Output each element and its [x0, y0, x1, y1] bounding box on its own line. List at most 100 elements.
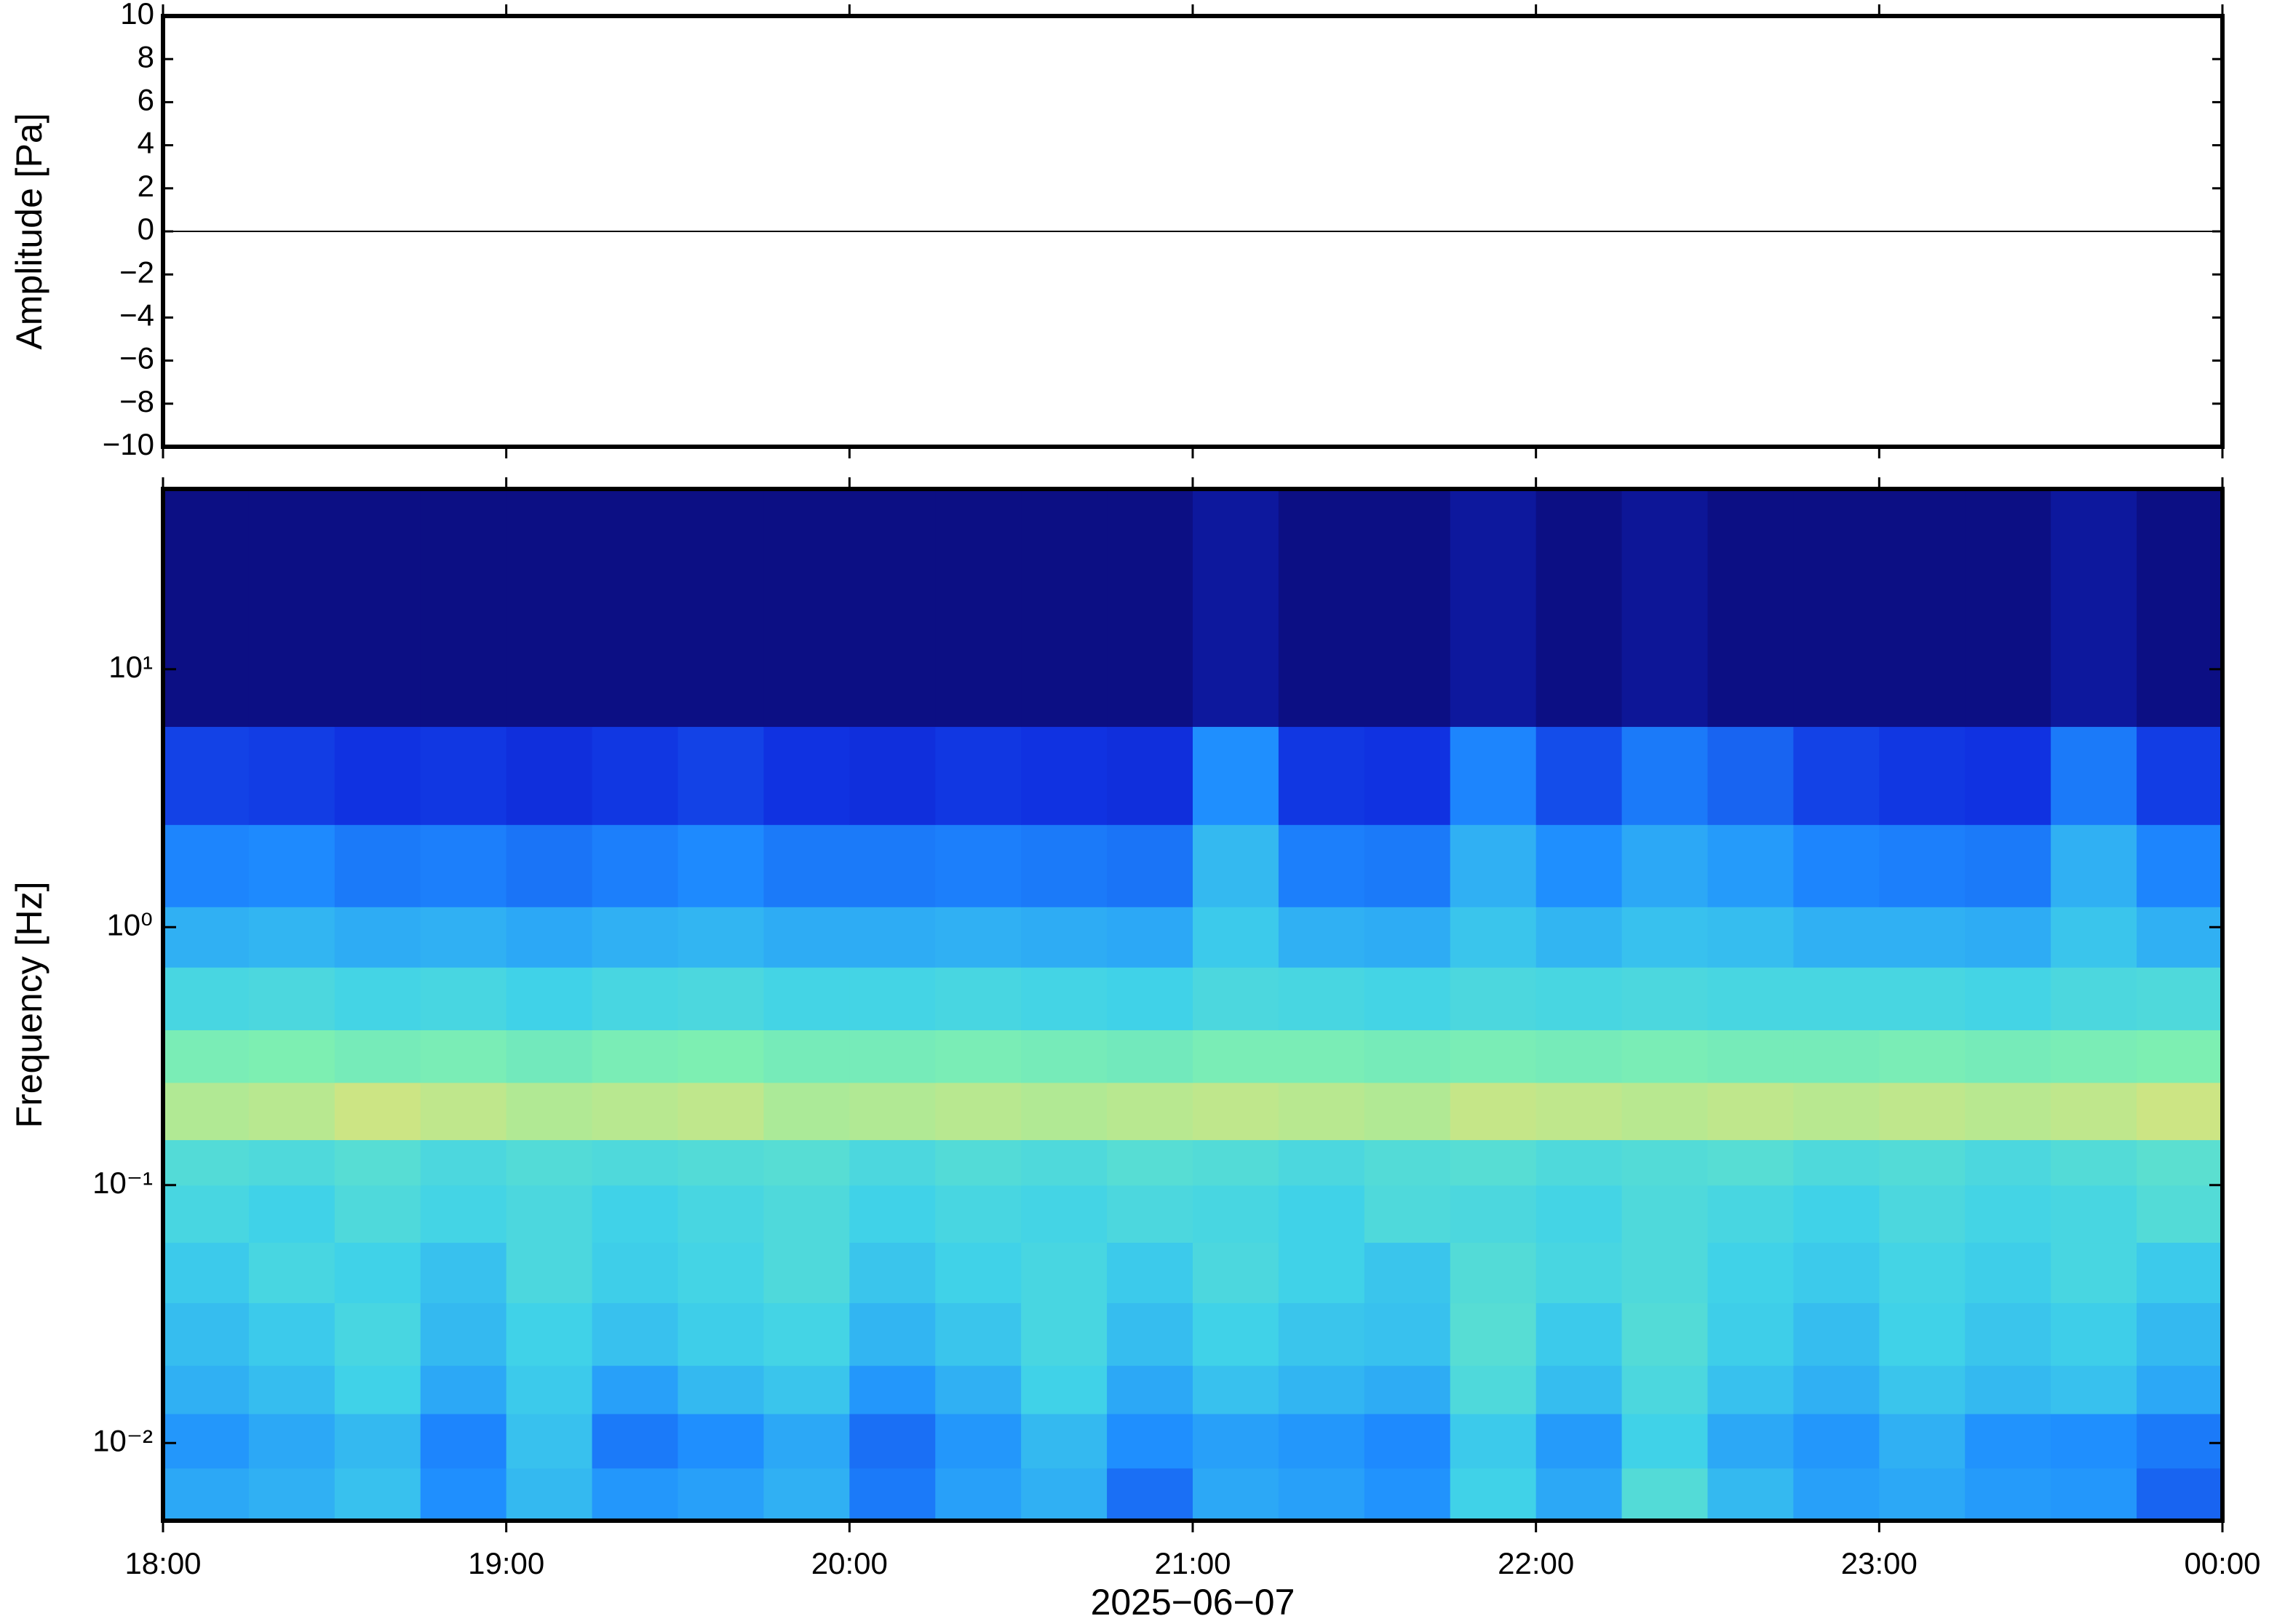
heatmap-cell	[1793, 1030, 1880, 1083]
heatmap-cell	[1879, 1302, 1966, 1366]
heatmap-cell	[1879, 1413, 1966, 1469]
heatmap-cell	[849, 726, 936, 825]
heatmap-cell	[334, 1030, 421, 1083]
heatmap-cell	[2137, 1302, 2223, 1366]
heatmap-cell	[420, 489, 507, 728]
heatmap-cell	[1965, 1185, 2051, 1243]
heatmap-cell	[1793, 1365, 1880, 1414]
heatmap-cell	[1707, 1139, 1795, 1186]
heatmap-cell	[1965, 1030, 2051, 1083]
heatmap-cell	[935, 1030, 1022, 1083]
heatmap-cell	[1965, 1413, 2051, 1469]
heatmap-cell	[248, 1030, 335, 1083]
heatmap-cell	[1021, 1468, 1108, 1521]
heatmap-cell	[1535, 1365, 1623, 1414]
heatmap-cell	[677, 1302, 765, 1366]
heatmap-cell	[1021, 1365, 1108, 1414]
heatmap-cell	[763, 1365, 850, 1414]
heatmap-cell	[248, 1468, 335, 1521]
heatmap-cell	[1278, 726, 1365, 825]
heatmap-cell	[763, 1413, 850, 1469]
heatmap-cell	[1793, 1139, 1880, 1186]
heatmap-cell	[763, 1468, 850, 1521]
heatmap-cell	[163, 1185, 250, 1243]
plot-frame	[161, 487, 2225, 1523]
heatmap-cell	[1278, 489, 1365, 728]
heatmap-cell	[163, 726, 250, 825]
heatmap-cell	[248, 1413, 335, 1469]
heatmap-cell	[334, 1242, 421, 1304]
heatmap-cell	[1793, 1302, 1880, 1366]
heatmap-cell	[1707, 1365, 1795, 1414]
heatmap-cell	[420, 726, 507, 825]
heatmap-cell	[420, 1365, 507, 1414]
heatmap-cell	[163, 824, 250, 907]
heatmap-cell	[506, 489, 593, 728]
heatmap-cell	[2051, 726, 2137, 825]
heatmap-cell	[935, 1302, 1022, 1366]
heatmap-cell	[935, 1082, 1022, 1140]
heatmap-cell	[420, 1413, 507, 1469]
heatmap-cell	[935, 489, 1022, 728]
heatmap-cell	[1450, 1302, 1537, 1366]
heatmap-cell	[1879, 1139, 1966, 1186]
heatmap-cell	[1879, 489, 1966, 728]
heatmap-cell	[248, 489, 335, 728]
heatmap-cell	[248, 824, 335, 907]
heatmap-cell	[506, 907, 593, 968]
heatmap-cell	[849, 1139, 936, 1186]
heatmap-cell	[248, 726, 335, 825]
heatmap-cell	[1193, 1139, 1279, 1186]
heatmap-cell	[2137, 1030, 2223, 1083]
heatmap-cell	[763, 1139, 850, 1186]
heatmap-cell	[163, 489, 250, 728]
heatmap-cell	[2137, 1082, 2223, 1140]
heatmap-cell	[334, 489, 421, 728]
y-tick-label: 0	[138, 212, 154, 246]
heatmap-cell	[849, 1302, 936, 1366]
heatmap-cell	[1364, 907, 1451, 968]
heatmap-cell	[1535, 967, 1623, 1030]
heatmap-cell	[1450, 824, 1537, 907]
y-tick-label: −6	[119, 341, 154, 375]
heatmap-cell	[1879, 1185, 1966, 1243]
heatmap-cell	[420, 1139, 507, 1186]
y-tick-label: 8	[138, 39, 154, 73]
heatmap-cell	[1193, 1082, 1279, 1140]
heatmap-cell	[1965, 726, 2051, 825]
heatmap-cell	[1793, 726, 1880, 825]
heatmap-cell	[1621, 967, 1709, 1030]
heatmap-cell	[1193, 907, 1279, 968]
heatmap-cell	[677, 1468, 765, 1521]
heatmap-cell	[163, 1302, 250, 1366]
x-tick-label: 23:00	[1841, 1546, 1918, 1580]
heatmap-cell	[1193, 726, 1279, 825]
heatmap-cell	[1021, 726, 1108, 825]
heatmap-cell	[1621, 1030, 1709, 1083]
heatmap-cell	[248, 1185, 335, 1243]
y-tick-label: 10⁻¹	[92, 1166, 153, 1200]
heatmap-cell	[1621, 1302, 1709, 1366]
heatmap-cell	[506, 1139, 593, 1186]
heatmap-cell	[1879, 1082, 1966, 1140]
heatmap-cell	[248, 1242, 335, 1304]
y-tick-label: 10⁰	[106, 907, 153, 942]
heatmap-cell	[1107, 1302, 1193, 1366]
heatmap-cell	[677, 1365, 765, 1414]
heatmap-cell	[1364, 1365, 1451, 1414]
y-tick-label: −8	[119, 384, 154, 418]
heatmap-cell	[1535, 1030, 1623, 1083]
heatmap-cell	[1621, 824, 1709, 907]
heatmap-cell	[163, 1365, 250, 1414]
heatmap-cell	[1707, 726, 1795, 825]
heatmap-cell	[506, 967, 593, 1030]
heatmap-cell	[1278, 1365, 1365, 1414]
heatmap-cell	[420, 1242, 507, 1304]
heatmap-cell	[1107, 1082, 1193, 1140]
heatmap-cell	[1021, 1139, 1108, 1186]
heatmap-cell	[1879, 1030, 1966, 1083]
heatmap-cell	[1193, 1185, 1279, 1243]
heatmap-cell	[2137, 824, 2223, 907]
heatmap-cell	[1107, 1030, 1193, 1083]
heatmap-cell	[1364, 726, 1451, 825]
